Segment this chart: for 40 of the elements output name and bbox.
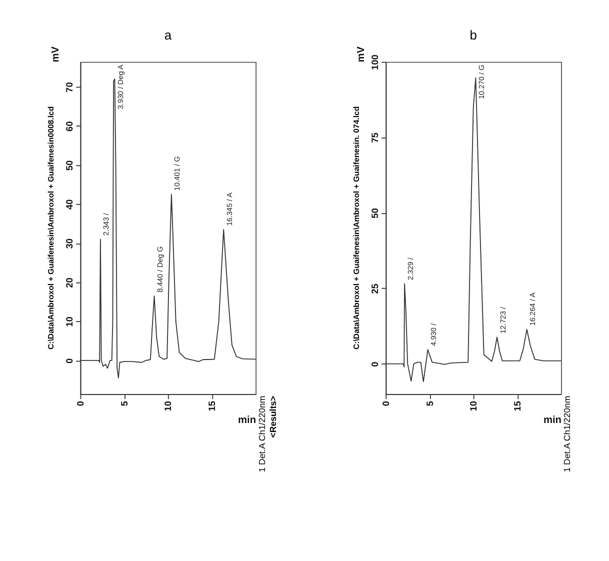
y-tick-label: 75	[370, 132, 380, 143]
y-axis-title: mV	[356, 46, 368, 62]
y-axis-title: mV	[50, 46, 62, 62]
annotation: 10.270 / G	[477, 64, 486, 100]
x-tick-label: 0	[76, 400, 86, 406]
y-tick-label: 25	[370, 284, 380, 294]
x-tick-label: 5	[119, 400, 130, 406]
text: 1 Det.A Ch1/220nm	[256, 396, 267, 472]
y-tick-label: 20	[64, 278, 74, 288]
text: <Results>	[268, 396, 278, 438]
y-tick-label: 50	[370, 208, 380, 218]
annotation: 4.930 /	[429, 322, 438, 346]
y-tick-label: 10	[64, 316, 74, 327]
annotation: 2.329 /	[406, 256, 415, 280]
x-axis-title: min	[543, 415, 562, 426]
y-tick-label: 100	[370, 54, 380, 70]
annotation: 2.343 /	[102, 212, 111, 236]
x-tick-label: 10	[468, 400, 479, 412]
annotation: 16.264 / A	[528, 292, 538, 326]
annotation: 3.930 / Deg A	[116, 64, 126, 110]
y-tick-label: 0	[64, 358, 74, 364]
x-tick-label: 15	[512, 400, 522, 412]
text: 1 Det.A Ch1/220nm	[562, 396, 572, 472]
annotation: 10.401 / G	[172, 156, 182, 191]
y-tick-label: 40	[64, 199, 74, 210]
y-tick-label: 60	[64, 121, 74, 132]
y-tick-label: 0	[370, 362, 380, 367]
x-tick-label: 10	[163, 400, 174, 412]
x-tick-label: 5	[424, 400, 435, 406]
annotation: 16.345 / A	[224, 192, 234, 226]
x-tick-label: 0	[380, 400, 391, 406]
y-tick-label: 50	[64, 160, 74, 171]
y-tick-label: 30	[64, 238, 74, 249]
y-tick-label: 70	[64, 82, 74, 92]
annotation: 12.723 /	[498, 306, 508, 334]
x-tick-label: 15	[206, 400, 217, 412]
chart-title: b	[470, 28, 477, 43]
x-axis-title: min	[238, 415, 256, 426]
annotation: 8.440 / Deg G	[156, 246, 165, 292]
chart-title: a	[164, 28, 172, 43]
